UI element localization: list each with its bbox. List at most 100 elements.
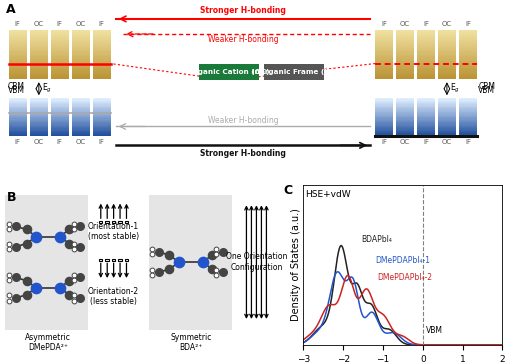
- Bar: [51, 118, 69, 119]
- Bar: [437, 107, 455, 108]
- Bar: [395, 127, 413, 129]
- Bar: [93, 130, 110, 131]
- Bar: [93, 126, 110, 127]
- Point: [165, 252, 173, 258]
- Bar: [395, 112, 413, 113]
- Bar: [416, 74, 434, 76]
- Bar: [30, 122, 48, 123]
- Bar: [93, 113, 110, 114]
- Bar: [458, 118, 476, 119]
- Bar: [374, 126, 392, 127]
- Bar: [72, 73, 90, 74]
- Bar: [395, 30, 413, 32]
- Bar: [9, 56, 27, 58]
- Bar: [30, 113, 48, 114]
- Point: [65, 241, 73, 246]
- Bar: [93, 61, 110, 63]
- Bar: [437, 108, 455, 110]
- Bar: [374, 114, 392, 116]
- Bar: [105, 259, 109, 261]
- Bar: [458, 127, 476, 129]
- Bar: [9, 53, 27, 55]
- Bar: [437, 112, 455, 113]
- Bar: [395, 122, 413, 123]
- Bar: [51, 117, 69, 118]
- Bar: [437, 113, 455, 114]
- Bar: [437, 117, 455, 118]
- Bar: [9, 58, 27, 60]
- Bar: [51, 61, 69, 63]
- Bar: [9, 55, 27, 56]
- Bar: [374, 99, 392, 101]
- Bar: [437, 68, 455, 69]
- Bar: [72, 42, 90, 43]
- Bar: [374, 74, 392, 76]
- Text: DMePDAPbI₄-2: DMePDAPbI₄-2: [376, 273, 431, 282]
- Bar: [416, 129, 434, 130]
- Bar: [395, 74, 413, 76]
- Bar: [72, 63, 90, 65]
- Bar: [51, 71, 69, 73]
- Bar: [437, 99, 455, 101]
- Bar: [72, 33, 90, 35]
- Bar: [93, 131, 110, 132]
- Bar: [374, 38, 392, 40]
- Text: IF: IF: [56, 139, 63, 145]
- Point: [65, 278, 73, 284]
- Bar: [9, 32, 27, 33]
- Bar: [93, 56, 110, 58]
- Bar: [9, 61, 27, 63]
- Text: IF: IF: [422, 139, 428, 145]
- Bar: [395, 71, 413, 73]
- Bar: [374, 129, 392, 130]
- Bar: [416, 130, 434, 131]
- Bar: [9, 45, 27, 46]
- Bar: [93, 60, 110, 61]
- Bar: [72, 38, 90, 40]
- Bar: [437, 73, 455, 74]
- Bar: [93, 118, 110, 119]
- Bar: [93, 45, 110, 46]
- Bar: [437, 101, 455, 102]
- Bar: [51, 103, 69, 105]
- Point: [218, 249, 227, 255]
- Bar: [51, 43, 69, 45]
- Bar: [416, 76, 434, 78]
- Bar: [72, 55, 90, 56]
- Bar: [458, 76, 476, 78]
- Bar: [437, 133, 455, 135]
- Point: [12, 223, 20, 229]
- Bar: [458, 63, 476, 65]
- Bar: [51, 130, 69, 131]
- Bar: [395, 66, 413, 68]
- Bar: [9, 114, 27, 116]
- Bar: [395, 131, 413, 132]
- Bar: [9, 105, 27, 106]
- Bar: [437, 40, 455, 42]
- Bar: [30, 98, 48, 99]
- Bar: [437, 52, 455, 53]
- Point: [22, 227, 31, 232]
- Bar: [416, 98, 434, 99]
- Bar: [374, 35, 392, 37]
- Bar: [395, 61, 413, 63]
- Bar: [416, 38, 434, 40]
- Bar: [72, 37, 90, 38]
- Bar: [30, 118, 48, 119]
- Bar: [416, 35, 434, 37]
- Bar: [30, 107, 48, 108]
- Bar: [51, 127, 69, 129]
- Point: [76, 274, 84, 280]
- Bar: [458, 46, 476, 48]
- Bar: [9, 135, 27, 136]
- Bar: [51, 126, 69, 127]
- Bar: [437, 118, 455, 119]
- Bar: [395, 102, 413, 103]
- Bar: [72, 103, 90, 105]
- Bar: [30, 48, 48, 50]
- Bar: [458, 117, 476, 118]
- Bar: [437, 132, 455, 133]
- Bar: [416, 132, 434, 133]
- Bar: [374, 103, 392, 105]
- Point: [69, 241, 77, 247]
